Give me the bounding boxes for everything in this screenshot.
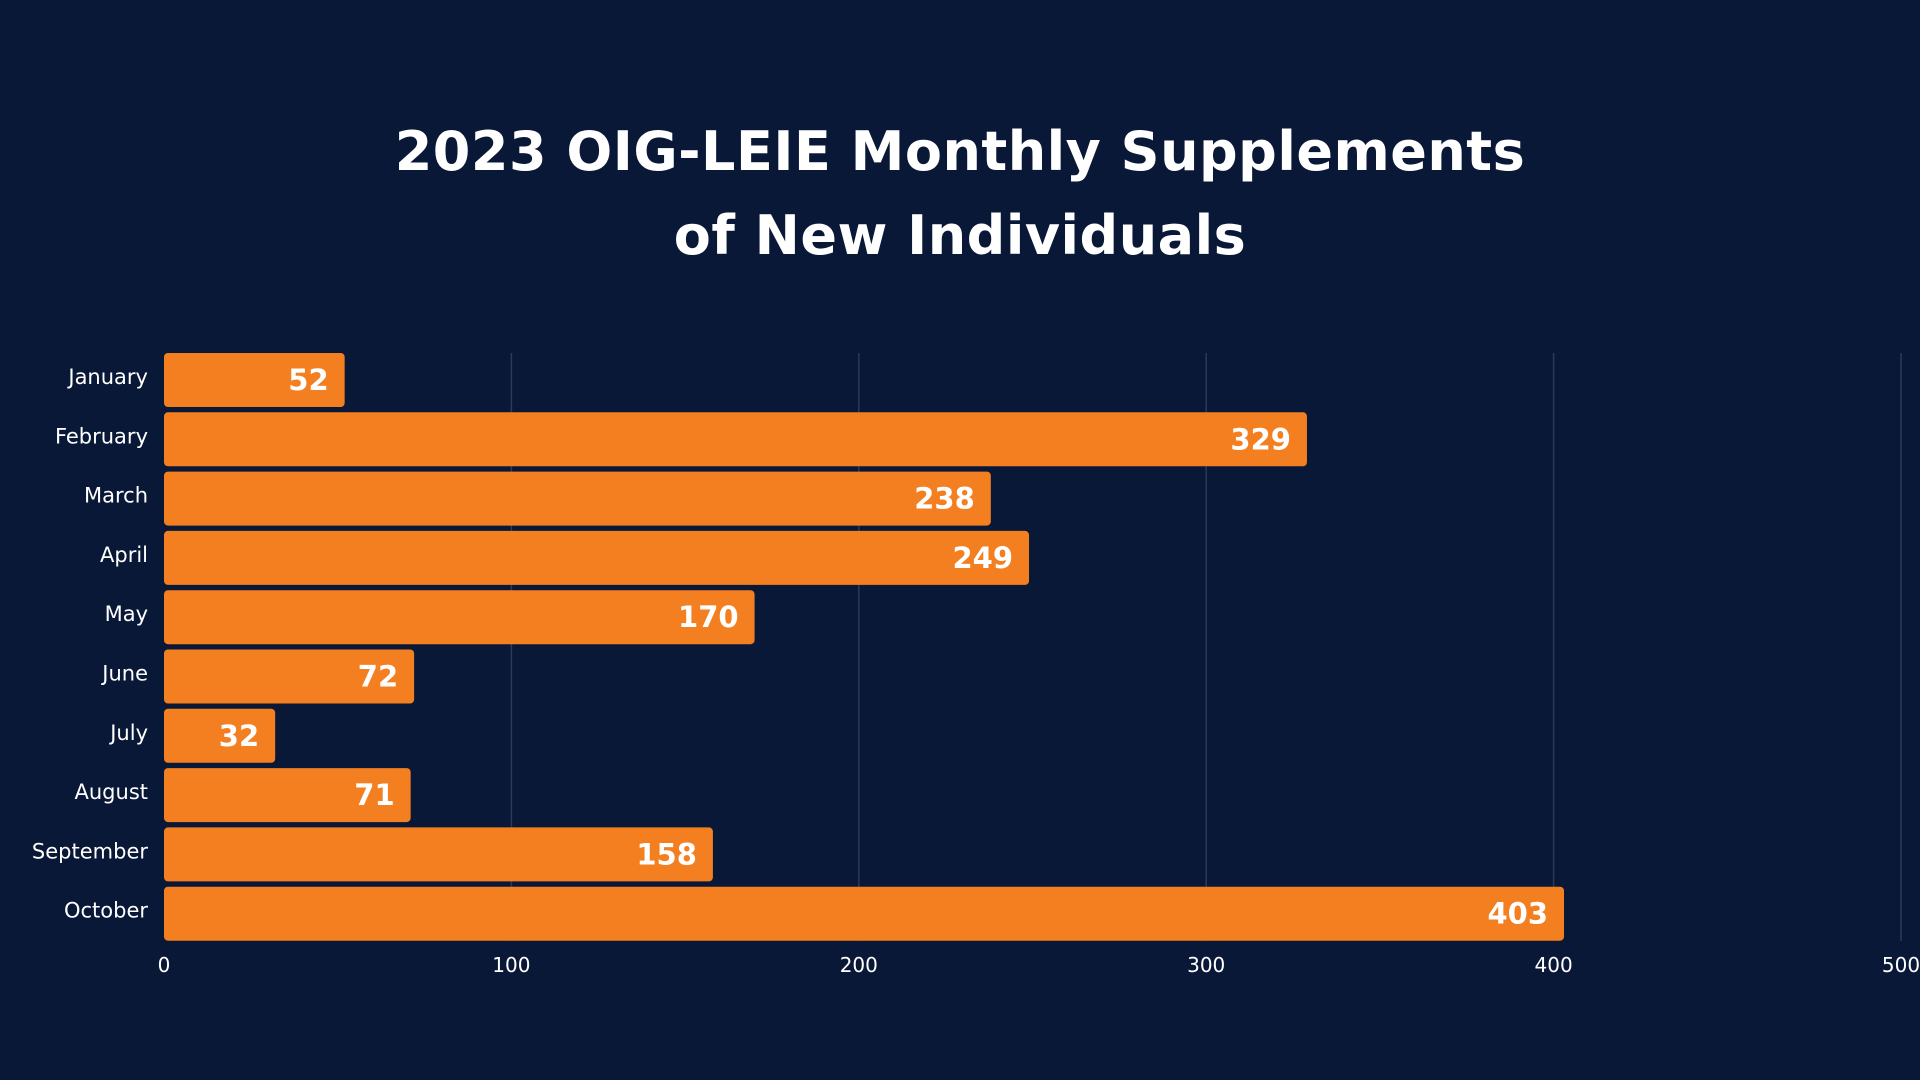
y-tick-label: July [108, 721, 148, 745]
data-label: 72 [358, 660, 398, 694]
data-label: 71 [354, 778, 394, 812]
data-label: 238 [914, 482, 975, 516]
data-label: 329 [1230, 422, 1291, 456]
data-label: 52 [288, 363, 328, 397]
bar-may [164, 590, 755, 645]
x-tick-label: 100 [492, 953, 530, 977]
y-tick-label: April [100, 543, 148, 567]
data-label: 158 [636, 837, 697, 871]
y-tick-label: September [32, 839, 148, 863]
y-tick-label: May [105, 602, 148, 626]
y-tick-label: August [75, 780, 149, 804]
chart-title: 2023 OIG-LEIE Monthly Supplements of New… [0, 110, 1920, 278]
bar-july [164, 708, 276, 763]
bar-february [164, 412, 1307, 467]
x-tick-label: 500 [1882, 953, 1920, 977]
x-tick-label: 400 [1535, 953, 1573, 977]
data-label: 249 [952, 541, 1013, 575]
x-tick-label: 300 [1187, 953, 1225, 977]
y-tick-label: June [100, 662, 148, 686]
bar-september [164, 827, 713, 882]
data-label: 170 [678, 600, 739, 634]
bar-august [164, 768, 411, 823]
data-label: 403 [1487, 897, 1548, 931]
bar-october [164, 886, 1565, 941]
x-tick-label: 200 [840, 953, 878, 977]
y-tick-label: October [64, 899, 148, 923]
y-tick-label: March [84, 484, 148, 508]
y-tick-label: February [55, 424, 148, 448]
bar-april [164, 530, 1030, 585]
y-tick-label: January [66, 365, 148, 389]
chart-title-line-2: of New Individuals [673, 204, 1247, 267]
bar-march [164, 471, 991, 526]
x-tick-label: 0 [158, 953, 171, 977]
bar-june [164, 649, 415, 704]
data-label: 32 [219, 719, 259, 753]
chart-title-line-1: 2023 OIG-LEIE Monthly Supplements [394, 120, 1526, 183]
bar-january [164, 353, 345, 407]
